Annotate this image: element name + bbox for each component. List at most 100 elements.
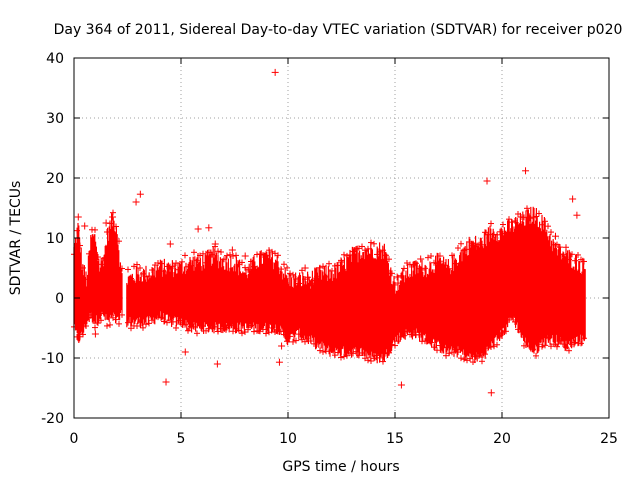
data-point [527,215,533,222]
y-tick-label: 0 [55,291,64,307]
data-point [359,349,365,356]
data-point [449,252,455,259]
data-point [125,266,131,273]
data-point [524,205,530,212]
data-point [278,266,284,273]
outlier-point [102,219,110,227]
data-point [308,338,314,345]
data-point [188,262,194,269]
x-tick-label: 10 [279,431,297,447]
data-point [536,341,542,348]
data-point [281,331,287,338]
outlier-point [573,211,581,219]
x-axis-label: GPS time / hours [282,459,399,475]
outlier-point [487,389,495,397]
data-point [467,355,473,362]
data-point [320,348,326,355]
data-point [290,338,296,345]
data-point [476,352,482,359]
data-point [158,314,164,321]
data-point [515,326,521,333]
data-point [581,258,587,265]
data-point [251,263,257,270]
outlier-point [132,198,140,206]
data-point [362,247,368,254]
data-point [113,223,119,230]
data-point [251,328,257,335]
data-point [488,220,494,227]
data-point [428,339,434,346]
data-point [392,342,398,349]
data-point [413,260,419,267]
data-point [194,257,200,264]
data-point [194,330,200,337]
data-point [107,321,113,328]
outlier-point [278,342,286,350]
data-point [248,258,254,265]
data-point [572,339,578,346]
outlier-point [486,258,494,266]
data-point [116,238,122,245]
data-point [563,344,569,351]
data-point [74,227,80,234]
data-point [203,259,209,266]
data-point [365,245,371,252]
data-point [245,326,251,333]
data-point [404,328,410,335]
data-point [104,322,110,329]
outlier-point [522,167,530,175]
data-point [140,270,146,277]
data-point [134,261,140,268]
data-point [500,221,506,228]
data-point [293,337,299,344]
data-point [296,280,302,287]
data-point [83,276,89,283]
data-point [371,240,377,247]
data-point [236,327,242,334]
data-point [314,340,320,347]
data-point [341,251,347,258]
outlier-point [552,232,559,240]
data-point [335,262,341,269]
outlier-point [468,242,476,250]
data-point [398,272,404,279]
data-point [119,265,125,272]
data-point [137,264,143,271]
outlier-point [228,246,236,254]
data-point [269,248,275,255]
data-point [494,341,500,348]
data-point [245,266,251,273]
data-point [494,231,500,238]
data-point [227,251,233,258]
data-point [269,324,275,331]
outlier-point [483,177,491,185]
data-point [554,343,560,350]
data-point [302,338,308,345]
y-axis-label: SDTVAR / TECUs [8,181,24,296]
data-point [557,337,563,344]
data-point [482,351,488,358]
data-point [218,248,224,255]
data-point [164,319,170,326]
data-point [560,341,566,348]
data-point [92,226,98,233]
data-point [158,260,164,267]
outlier-point [417,255,425,263]
data-point [563,244,569,251]
data-point [554,241,560,248]
data-point [359,243,365,250]
data-point [149,317,155,324]
data-point [380,247,386,254]
data-point [410,328,416,335]
outlier-point [109,213,117,221]
data-point [80,331,86,338]
outlier-point [81,222,89,230]
x-tick-label: 15 [386,431,404,447]
data-point [290,271,296,278]
outlier-point [397,381,405,389]
data-point [311,277,317,284]
data-point [275,327,281,334]
data-point [326,348,332,355]
data-point [464,246,470,253]
y-tick-label: -10 [41,351,64,367]
